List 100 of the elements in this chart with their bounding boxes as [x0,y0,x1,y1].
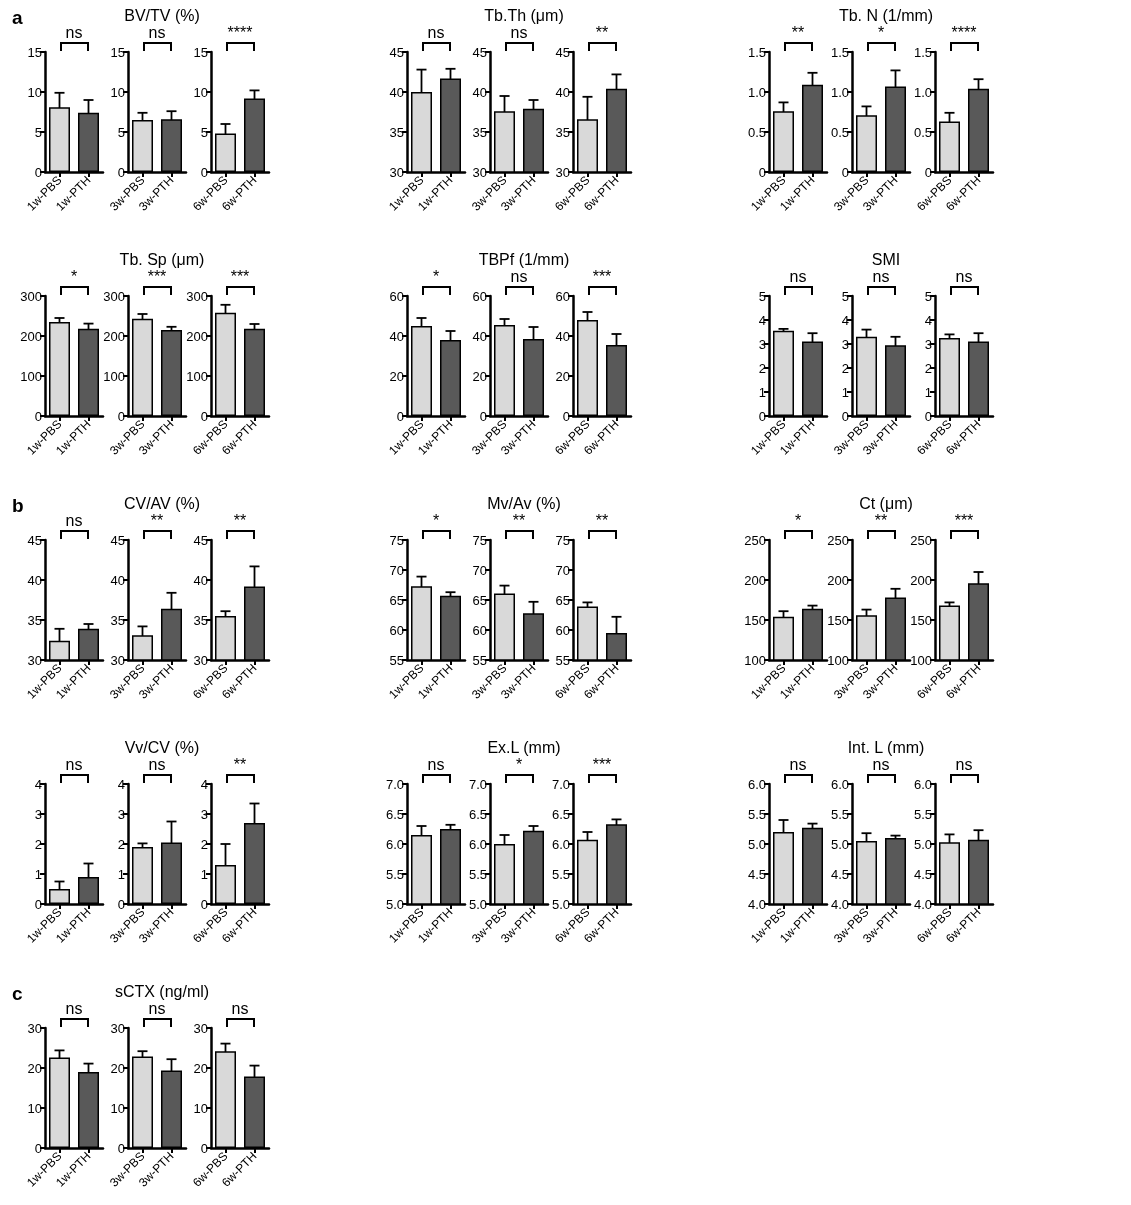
y-tick-label: 45 [193,532,208,548]
text: ** [233,512,247,529]
y-tick-label: 55 [555,652,570,668]
y-tick-label: 0.5 [747,124,766,140]
chart-title: CV/AV (%) [123,494,201,512]
y-tick-label: 5.5 [385,866,404,882]
chart-title: Tb. N (1/mm) [838,6,934,24]
text: ns [789,756,807,773]
y-tick-label: 250 [744,532,766,548]
y-tick-label: 150 [910,612,932,628]
y-tick-label: 30 [110,1020,125,1036]
y-tick-label: 4 [924,312,932,328]
y-tick-label: 5 [758,288,766,304]
y-tick-label: 65 [555,592,570,608]
y-tick-label: 4 [34,776,42,792]
y-tick-label: 1 [758,384,766,400]
text: * [432,268,440,285]
y-tick-label: 30 [555,164,570,180]
y-tick-label: 1.5 [830,44,849,60]
text: ns [148,1000,166,1017]
y-tick-label: 4.5 [830,866,849,882]
text: *** [954,512,974,529]
y-tick-label: 30 [27,652,42,668]
y-tick-label: 65 [389,592,404,608]
chart-title: sCTX (ng/ml) [114,982,210,1000]
text: **** [951,24,977,41]
y-tick-label: 4.5 [913,866,932,882]
y-tick-label: 5 [841,288,849,304]
text: ns [148,756,166,773]
y-tick-label: 5.0 [747,836,766,852]
chart-title: SMI [871,250,901,268]
y-tick-label: 60 [389,622,404,638]
y-tick-label: 200 [827,572,849,588]
y-tick-label: 6.0 [830,776,849,792]
chart-title: Ct (μm) [859,494,913,512]
y-tick-label: 6.0 [913,776,932,792]
text: ns [872,268,890,285]
text: * [432,512,440,529]
y-tick-label: 6.0 [551,836,570,852]
y-tick-label: 15 [193,44,208,60]
text: ** [233,756,247,773]
y-tick-label: 0.5 [830,124,849,140]
y-tick-label: 4 [841,312,849,328]
text: ns [510,24,528,41]
text: b [12,495,24,516]
y-tick-label: 4.0 [830,896,849,912]
y-tick-label: 100 [103,368,125,384]
y-tick-label: 75 [472,532,487,548]
y-tick-label: 5.0 [551,896,570,912]
chart-title: BV/TV (%) [124,6,200,24]
y-tick-label: 1 [924,384,932,400]
y-tick-label: 200 [744,572,766,588]
y-tick-label: 5.5 [913,806,932,822]
y-tick-label: 55 [389,652,404,668]
y-tick-label: 5.5 [468,866,487,882]
y-tick-label: 5.0 [468,896,487,912]
y-tick-label: 150 [827,612,849,628]
text: * [515,756,523,773]
y-tick-label: 6.5 [385,806,404,822]
y-tick-label: 200 [103,328,125,344]
text: ns [231,1000,249,1017]
y-tick-label: 30 [110,652,125,668]
y-tick-label: 5.5 [830,806,849,822]
text: **** [227,24,253,41]
y-tick-label: 5.5 [747,806,766,822]
y-tick-label: 300 [103,288,125,304]
y-tick-label: 200 [20,328,42,344]
text: ns [65,24,83,41]
y-tick-label: 250 [910,532,932,548]
chart-title: Mv/Av (%) [487,494,561,512]
y-tick-label: 75 [389,532,404,548]
y-tick-label: 65 [472,592,487,608]
y-tick-label: 1.5 [913,44,932,60]
y-tick-label: 35 [555,124,570,140]
text: ** [595,24,609,41]
y-tick-label: 35 [389,124,404,140]
chart-title: Tb. Sp (μm) [119,250,205,268]
y-tick-label: 35 [110,612,125,628]
y-tick-label: 5.0 [830,836,849,852]
y-tick-label: 5.0 [385,896,404,912]
y-tick-label: 75 [555,532,570,548]
text: *** [592,756,612,773]
text: ** [595,512,609,529]
y-tick-label: 45 [472,44,487,60]
text: a [12,7,23,28]
y-tick-label: 20 [472,368,487,384]
y-tick-label: 55 [472,652,487,668]
text: ns [148,24,166,41]
text: *** [230,268,250,285]
y-tick-label: 100 [186,368,208,384]
y-tick-label: 20 [193,1060,208,1076]
y-tick-label: 30 [193,1020,208,1036]
y-tick-label: 5 [117,124,125,140]
y-tick-label: 60 [555,288,570,304]
text: ns [955,756,973,773]
chart-title: Tb.Th (μm) [484,6,564,24]
chart-title: Ex.L (mm) [487,738,561,756]
y-tick-label: 6.0 [385,836,404,852]
y-tick-label: 15 [110,44,125,60]
y-tick-label: 5 [924,288,932,304]
